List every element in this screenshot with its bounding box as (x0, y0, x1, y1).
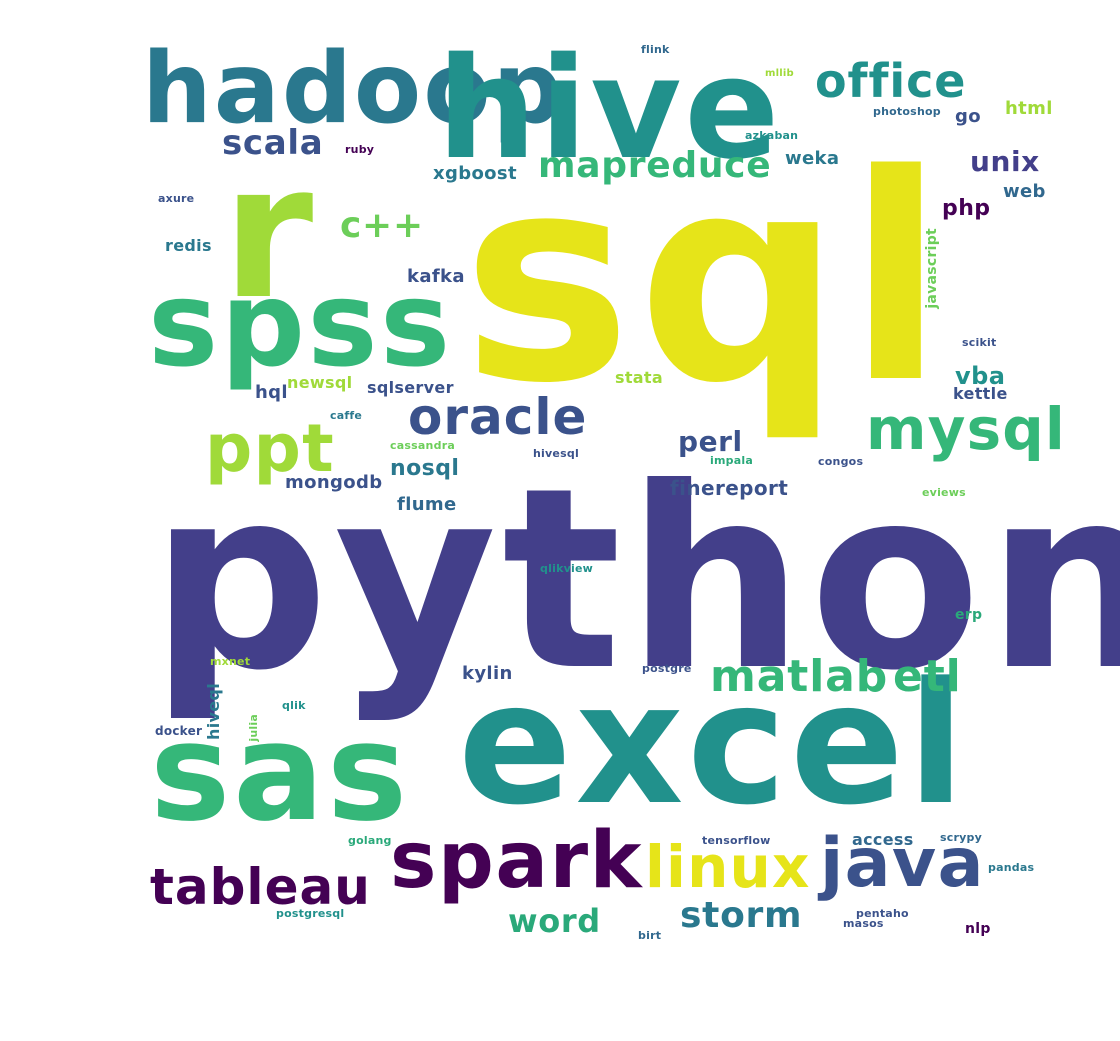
word-julia: julia (247, 714, 260, 742)
word-qlik: qlik (282, 699, 306, 712)
word-scala: scala (222, 123, 324, 163)
word-word: word (508, 902, 601, 940)
word-unix: unix (970, 145, 1040, 178)
word-hiveql: hiveql (204, 683, 223, 741)
word-newsql: newsql (287, 373, 353, 392)
word-masos: masos (843, 917, 884, 930)
word-cassandra: cassandra (390, 439, 455, 452)
word-scikit: scikit (962, 336, 997, 349)
word-mllib: mllib (765, 68, 794, 79)
word-nosql: nosql (390, 456, 460, 481)
word-kettle: kettle (953, 384, 1008, 403)
word-golang: golang (348, 834, 392, 847)
word-pandas: pandas (988, 861, 1035, 874)
word-photoshop: photoshop (873, 105, 941, 118)
word-html: html (1005, 98, 1053, 119)
word-ruby: ruby (345, 143, 375, 156)
word-web: web (1003, 181, 1046, 202)
word-erp: erp (955, 607, 983, 623)
word-pentaho: pentaho (856, 907, 909, 920)
word-tableau: tableau (150, 858, 371, 916)
word-access: access (852, 830, 914, 849)
word-r: r (222, 124, 317, 340)
word-matlab: matlab (710, 651, 889, 702)
word-impala: impala (710, 454, 754, 467)
word-sas: sas (150, 694, 410, 851)
word-kylin: kylin (462, 663, 513, 684)
word-storm: storm (680, 895, 803, 936)
word-sqlserver: sqlserver (367, 378, 454, 397)
word-axure: axure (158, 192, 195, 205)
word-flume: flume (397, 494, 457, 515)
word-spss: spss (148, 255, 453, 393)
word-oracle: oracle (408, 388, 588, 446)
word-office: office (815, 54, 967, 108)
word-vba: vba (955, 362, 1006, 390)
word-eviews: eviews (922, 486, 966, 499)
word-c-plus-plus: c++ (340, 205, 424, 246)
word-python: python (150, 434, 1120, 725)
word-qlikview: qlikview (540, 562, 594, 575)
word-congos: congos (818, 455, 864, 468)
word-excel: excel (458, 646, 969, 842)
word-sql: sql (462, 114, 951, 446)
word-nlp: nlp (965, 921, 991, 937)
word-hive: hive (437, 28, 783, 191)
word-hql: hql (255, 382, 288, 403)
word-weka: weka (785, 148, 840, 169)
word-mysql: mysql (866, 395, 1066, 463)
word-xgboost: xgboost (433, 163, 517, 184)
word-javascript: javascript (924, 228, 940, 309)
word-etl: etl (893, 651, 962, 702)
word-java: java (820, 824, 985, 903)
word-spark: spark (390, 816, 644, 906)
word-caffe: caffe (330, 409, 363, 422)
word-hivesql: hivesql (533, 447, 579, 460)
word-hadoop: hadoop (142, 32, 565, 146)
word-azkaban: azkaban (745, 129, 799, 142)
word-scrypy: scrypy (940, 831, 983, 844)
word-mxnet: mxnet (210, 655, 251, 668)
word-tensorflow: tensorflow (702, 834, 771, 847)
word-ppt: ppt (205, 410, 335, 487)
word-postgre: postgre (642, 662, 692, 675)
word-postgresql: postgresql (276, 907, 345, 920)
word-flink: flink (641, 43, 670, 56)
word-redis: redis (165, 236, 212, 255)
word-stata: stata (615, 368, 664, 387)
word-linux: linux (645, 833, 811, 901)
word-docker: docker (155, 724, 203, 738)
word-mongodb: mongodb (285, 472, 383, 493)
word-kafka: kafka (407, 266, 465, 287)
word-php: php (942, 196, 991, 221)
word-go: go (955, 106, 981, 127)
word-perl: perl (678, 425, 743, 458)
word-mapreduce: mapreduce (538, 145, 772, 186)
word-finereport: finereport (670, 476, 789, 500)
word-birt: birt (638, 929, 662, 942)
